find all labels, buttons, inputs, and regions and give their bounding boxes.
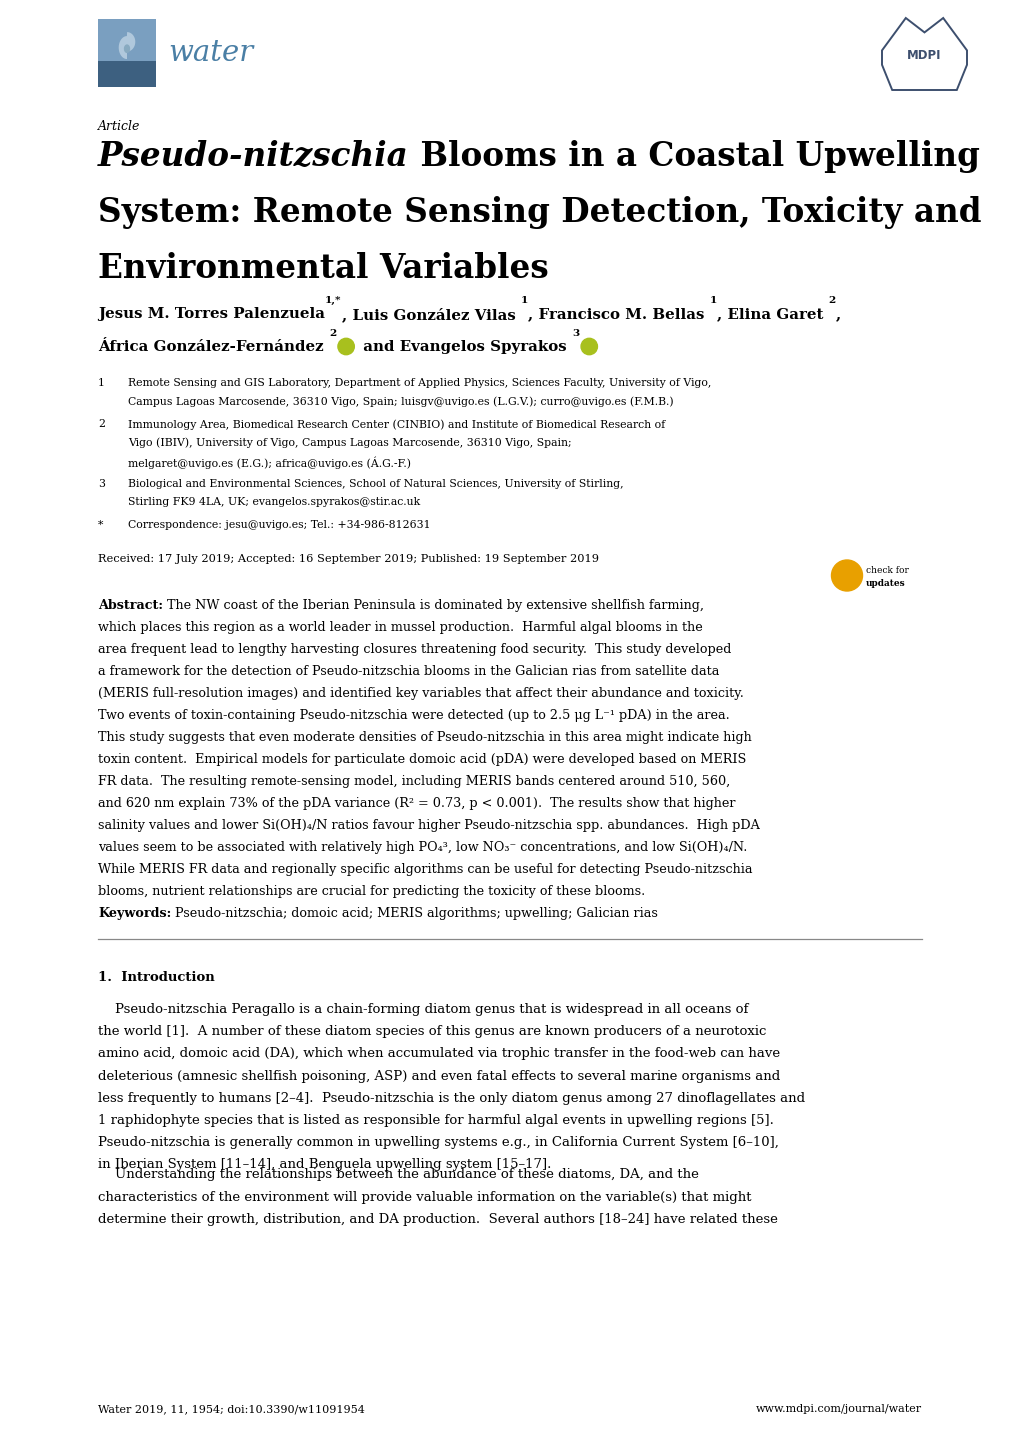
Text: Correspondence: jesu@uvigo.es; Tel.: +34-986-812631: Correspondence: jesu@uvigo.es; Tel.: +34… [127,519,430,529]
Text: salinity values and lower Si(OH)₄/N ratios favour higher Pseudo-nitzschia spp. a: salinity values and lower Si(OH)₄/N rati… [98,819,759,832]
Text: Campus Lagoas Marcosende, 36310 Vigo, Spain; luisgv@uvigo.es (L.G.V.); curro@uvi: Campus Lagoas Marcosende, 36310 Vigo, Sp… [127,397,673,407]
Text: and Evangelos Spyrakos: and Evangelos Spyrakos [358,340,572,353]
Text: 1: 1 [98,378,105,388]
Text: Keywords:: Keywords: [98,907,171,920]
Text: the world [1].  A number of these diatom species of this genus are known produce: the world [1]. A number of these diatom … [98,1025,765,1038]
Polygon shape [118,32,136,59]
Text: www.mdpi.com/journal/water: www.mdpi.com/journal/water [755,1405,921,1415]
Text: Article: Article [98,120,141,133]
Text: Abstract:: Abstract: [98,598,163,611]
Text: MDPI: MDPI [906,49,941,62]
Text: 2: 2 [328,329,336,337]
Text: Pseudo-nitzschia Peragallo is a chain-forming diatom genus that is widespread in: Pseudo-nitzschia Peragallo is a chain-fo… [98,1004,748,1017]
Text: Pseudo-nitzschia; domoic acid; MERIS algorithms; upwelling; Galician rias: Pseudo-nitzschia; domoic acid; MERIS alg… [171,907,657,920]
Text: The NW coast of the Iberian Peninsula is dominated by extensive shellfish farmin: The NW coast of the Iberian Peninsula is… [163,598,703,611]
Text: 3: 3 [98,479,105,489]
Text: *: * [98,519,103,529]
Text: 2: 2 [827,296,835,304]
Text: Jesus M. Torres Palenzuela: Jesus M. Torres Palenzuela [98,307,325,322]
Text: 1: 1 [520,296,528,304]
Text: melgaret@uvigo.es (E.G.); africa@uvigo.es (Á.G.-F.): melgaret@uvigo.es (E.G.); africa@uvigo.e… [127,456,411,469]
Text: iD: iD [585,343,593,349]
Text: Stirling FK9 4LA, UK; evangelos.spyrakos@stir.ac.uk: Stirling FK9 4LA, UK; evangelos.spyrakos… [127,497,420,508]
Text: blooms, nutrient relationships are crucial for predicting the toxicity of these : blooms, nutrient relationships are cruci… [98,885,645,898]
Text: , Elina Garet: , Elina Garet [716,307,827,322]
Text: values seem to be associated with relatively high PO₄³, low NO₃⁻ concentrations,: values seem to be associated with relati… [98,841,747,854]
Circle shape [337,339,354,355]
Text: System: Remote Sensing Detection, Toxicity and: System: Remote Sensing Detection, Toxici… [98,196,980,229]
Text: (MERIS full-resolution images) and identified key variables that affect their ab: (MERIS full-resolution images) and ident… [98,686,743,699]
Text: area frequent lead to lengthy harvesting closures threatening food security.  Th: area frequent lead to lengthy harvesting… [98,643,731,656]
Text: 1,*: 1,* [325,296,341,304]
Polygon shape [123,45,130,53]
Bar [98,61,156,87]
Text: , Francisco M. Bellas: , Francisco M. Bellas [528,307,709,322]
Text: less frequently to humans [2–4].  Pseudo-nitzschia is the only diatom genus amon: less frequently to humans [2–4]. Pseudo-… [98,1092,804,1105]
Text: 1 raphidophyte species that is listed as responsible for harmful algal events in: 1 raphidophyte species that is listed as… [98,1115,773,1128]
Text: Two events of toxin-containing Pseudo-nitzschia were detected (up to 2.5 μg L⁻¹ : Two events of toxin-containing Pseudo-ni… [98,709,729,722]
Text: África González-Fernández: África González-Fernández [98,340,328,353]
Text: deleterious (amnesic shellfish poisoning, ASP) and even fatal effects to several: deleterious (amnesic shellfish poisoning… [98,1070,780,1083]
Text: Biological and Environmental Sciences, School of Natural Sciences, University of: Biological and Environmental Sciences, S… [127,479,623,489]
Text: Understanding the relationships between the abundance of these diatoms, DA, and : Understanding the relationships between … [98,1168,698,1181]
Text: Immunology Area, Biomedical Research Center (CINBIO) and Institute of Biomedical: Immunology Area, Biomedical Research Cen… [127,420,664,430]
Text: Pseudo-nitzschia is generally common in upwelling systems e.g., in California Cu: Pseudo-nitzschia is generally common in … [98,1136,779,1149]
Text: determine their growth, distribution, and DA production.  Several authors [18–24: determine their growth, distribution, an… [98,1213,777,1226]
Text: FR data.  The resulting remote-sensing model, including MERIS bands centered aro: FR data. The resulting remote-sensing mo… [98,774,730,787]
Text: 1.  Introduction: 1. Introduction [98,970,215,983]
Text: While MERIS FR data and regionally specific algorithms can be useful for detecti: While MERIS FR data and regionally speci… [98,862,752,875]
Polygon shape [881,17,966,89]
Text: and 620 nm explain 73% of the pDA variance (R² = 0.73, p < 0.001).  The results : and 620 nm explain 73% of the pDA varian… [98,797,735,810]
Text: Vigo (IBIV), University of Vigo, Campus Lagoas Marcosende, 36310 Vigo, Spain;: Vigo (IBIV), University of Vigo, Campus … [127,437,571,448]
Text: characteristics of the environment will provide valuable information on the vari: characteristics of the environment will … [98,1191,751,1204]
Text: check for: check for [865,567,908,575]
Text: Water 2019, 11, 1954; doi:10.3390/w11091954: Water 2019, 11, 1954; doi:10.3390/w11091… [98,1405,365,1415]
Text: in Iberian System [11–14], and Benguela upwelling system [15–17].: in Iberian System [11–14], and Benguela … [98,1158,551,1171]
Text: ✓: ✓ [843,570,850,583]
Text: ,: , [835,307,841,322]
Text: water: water [168,39,253,66]
Text: toxin content.  Empirical models for particulate domoic acid (pDA) were develope: toxin content. Empirical models for part… [98,753,746,766]
Text: 1: 1 [709,296,716,304]
Text: Received: 17 July 2019; Accepted: 16 September 2019; Published: 19 September 201: Received: 17 July 2019; Accepted: 16 Sep… [98,554,598,564]
Text: a framework for the detection of Pseudo-nitzschia blooms in the Galician rias fr: a framework for the detection of Pseudo-… [98,665,718,678]
Circle shape [830,559,862,591]
Text: 2: 2 [98,420,105,430]
Text: iD: iD [341,343,350,349]
Circle shape [581,339,597,355]
Text: , Luis González Vilas: , Luis González Vilas [341,307,520,322]
Text: 3: 3 [572,329,579,337]
Text: Remote Sensing and GIS Laboratory, Department of Applied Physics, Sciences Facul: Remote Sensing and GIS Laboratory, Depar… [127,378,710,388]
Text: updates: updates [865,580,905,588]
Text: This study suggests that even moderate densities of Pseudo-nitzschia in this are: This study suggests that even moderate d… [98,731,751,744]
Text: Environmental Variables: Environmental Variables [98,252,548,286]
Text: which places this region as a world leader in mussel production.  Harmful algal : which places this region as a world lead… [98,622,702,634]
Text: Blooms in a Coastal Upwelling: Blooms in a Coastal Upwelling [409,140,978,173]
Text: amino acid, domoic acid (DA), which when accumulated via trophic transfer in the: amino acid, domoic acid (DA), which when… [98,1047,780,1060]
Bar [98,19,156,61]
Text: Pseudo-nitzschia: Pseudo-nitzschia [98,140,409,173]
